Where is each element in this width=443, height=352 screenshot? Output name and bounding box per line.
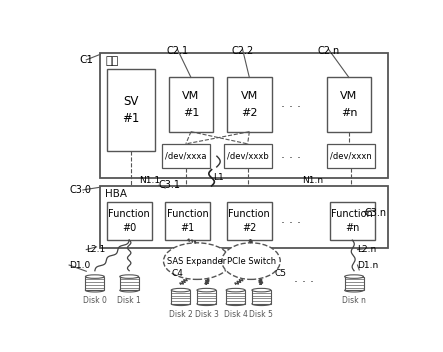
- Bar: [85, 277, 104, 290]
- Text: #2: #2: [242, 223, 256, 233]
- Bar: [107, 69, 155, 151]
- Text: N1.n: N1.n: [303, 176, 324, 185]
- Text: VM: VM: [241, 92, 258, 101]
- Text: /dev/xxxa: /dev/xxxa: [165, 152, 206, 161]
- Text: #1: #1: [122, 112, 140, 125]
- Text: SV: SV: [123, 95, 139, 108]
- Text: D1.0: D1.0: [69, 261, 90, 270]
- Bar: [169, 77, 214, 132]
- Text: /dev/xxxn: /dev/xxxn: [330, 152, 372, 161]
- Text: C5: C5: [274, 270, 286, 278]
- Ellipse shape: [163, 243, 230, 279]
- Text: L2.n: L2.n: [358, 245, 377, 254]
- Ellipse shape: [222, 243, 280, 279]
- Bar: [226, 290, 245, 304]
- Text: SAS Expander: SAS Expander: [167, 257, 227, 266]
- Bar: [165, 202, 210, 240]
- Text: VM: VM: [183, 92, 200, 101]
- Text: Disk 3: Disk 3: [194, 310, 218, 319]
- Text: Function: Function: [331, 209, 373, 219]
- Text: L2.1: L2.1: [86, 245, 105, 254]
- Bar: [171, 290, 190, 304]
- Ellipse shape: [197, 288, 216, 292]
- Text: Disk 1: Disk 1: [117, 296, 141, 305]
- Ellipse shape: [345, 275, 364, 278]
- Text: C3.n: C3.n: [364, 208, 386, 218]
- Ellipse shape: [226, 288, 245, 292]
- Bar: [227, 77, 272, 132]
- Text: HBA: HBA: [105, 189, 127, 199]
- Text: Function: Function: [167, 209, 208, 219]
- Text: Disk n: Disk n: [342, 296, 366, 305]
- Text: #1: #1: [183, 108, 199, 118]
- Text: #n: #n: [341, 108, 357, 118]
- Text: . . .: . . .: [280, 97, 300, 110]
- Text: Disk 4: Disk 4: [224, 310, 248, 319]
- Text: #0: #0: [122, 223, 136, 233]
- Text: /dev/xxxb: /dev/xxxb: [227, 152, 268, 161]
- Bar: [345, 277, 364, 290]
- Ellipse shape: [120, 275, 139, 278]
- Ellipse shape: [171, 288, 190, 292]
- Bar: [120, 277, 139, 290]
- Bar: [252, 290, 271, 304]
- Text: C1: C1: [79, 55, 93, 65]
- Text: L1: L1: [213, 173, 224, 182]
- Text: C3.1: C3.1: [159, 180, 180, 189]
- Bar: [107, 202, 152, 240]
- Bar: [330, 202, 375, 240]
- Text: #2: #2: [241, 108, 257, 118]
- Text: VM: VM: [340, 92, 358, 101]
- Text: #n: #n: [345, 223, 360, 233]
- Bar: [224, 144, 272, 168]
- Text: C4: C4: [171, 270, 183, 278]
- Text: N1.1: N1.1: [140, 176, 161, 185]
- Ellipse shape: [85, 275, 104, 278]
- Text: Disk 2: Disk 2: [169, 310, 193, 319]
- Bar: [162, 144, 210, 168]
- Text: Disk 5: Disk 5: [249, 310, 273, 319]
- Text: . . .: . . .: [280, 213, 300, 226]
- Text: #1: #1: [180, 223, 194, 233]
- Text: C2.2: C2.2: [231, 46, 253, 56]
- Text: . . .: . . .: [280, 148, 300, 161]
- Ellipse shape: [252, 288, 271, 292]
- Text: . . .: . . .: [294, 271, 314, 284]
- Text: Function: Function: [109, 209, 150, 219]
- Text: Function: Function: [229, 209, 270, 219]
- Text: 主机: 主机: [105, 56, 118, 66]
- Bar: [100, 53, 389, 178]
- Text: C2.n: C2.n: [317, 46, 339, 56]
- Text: C2.1: C2.1: [166, 46, 188, 56]
- Bar: [227, 202, 272, 240]
- Text: Disk 0: Disk 0: [83, 296, 107, 305]
- Text: PCIe Switch: PCIe Switch: [226, 257, 276, 266]
- Text: C3.0: C3.0: [69, 185, 91, 195]
- Bar: [197, 290, 216, 304]
- Text: D1.n: D1.n: [358, 261, 379, 270]
- Bar: [326, 144, 375, 168]
- Bar: [326, 77, 371, 132]
- Bar: [100, 186, 389, 248]
